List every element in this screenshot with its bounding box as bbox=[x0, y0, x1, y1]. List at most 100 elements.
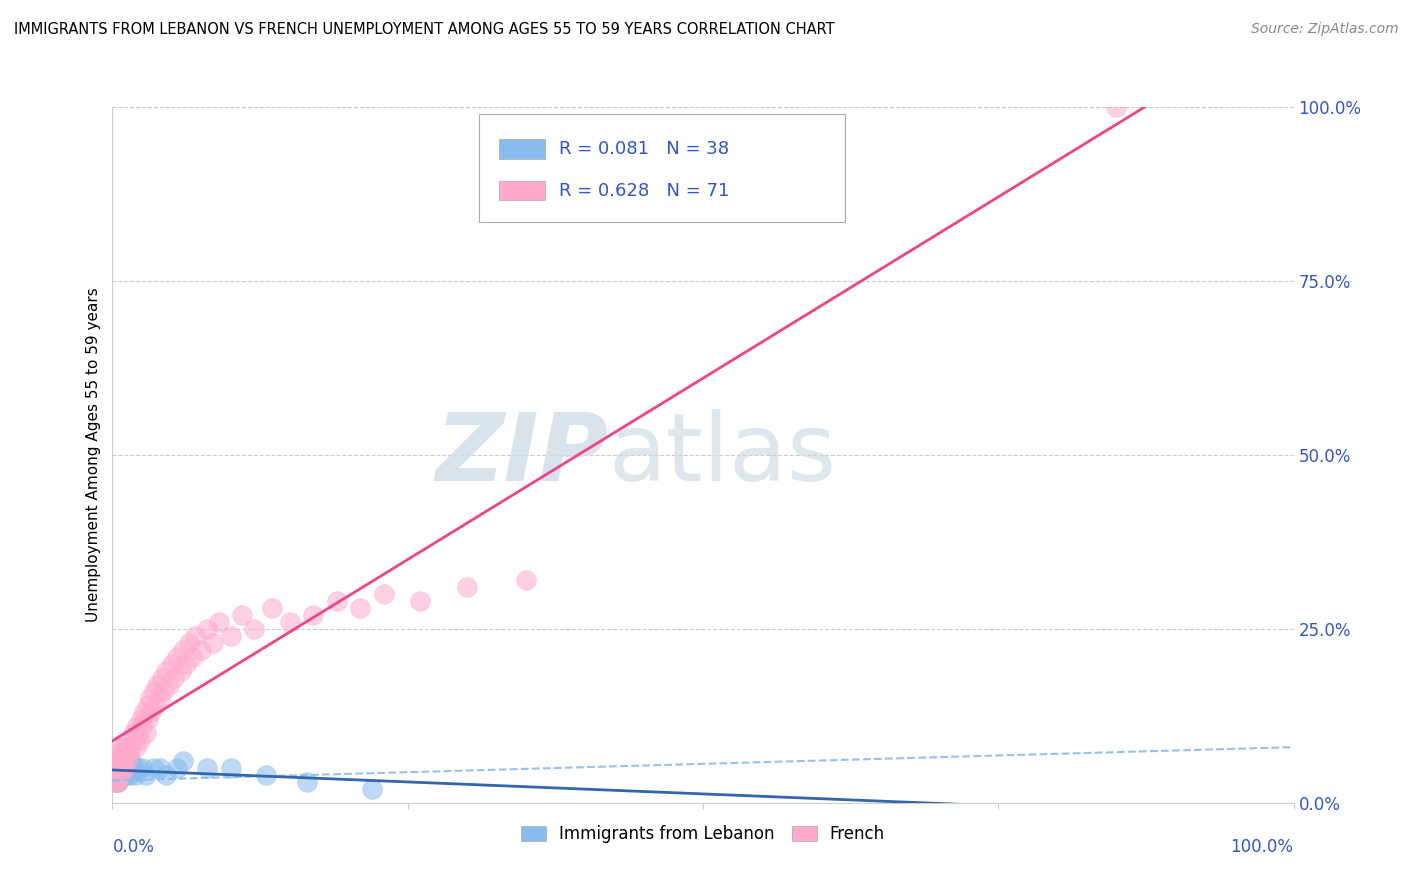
Point bbox=[111, 761, 134, 775]
Text: ZIP: ZIP bbox=[436, 409, 609, 501]
Point bbox=[120, 754, 142, 768]
Point bbox=[219, 761, 242, 775]
Point bbox=[260, 601, 283, 615]
Point bbox=[361, 781, 384, 796]
Point bbox=[105, 761, 128, 775]
Point bbox=[107, 768, 129, 782]
Point bbox=[254, 768, 277, 782]
Point bbox=[1105, 100, 1128, 114]
Point bbox=[114, 747, 136, 761]
Point bbox=[115, 754, 138, 768]
Point bbox=[118, 747, 141, 761]
Point bbox=[111, 754, 134, 768]
Point bbox=[139, 691, 162, 706]
Point bbox=[326, 594, 349, 608]
Point bbox=[195, 622, 218, 636]
Point bbox=[349, 601, 371, 615]
Point bbox=[243, 622, 266, 636]
Point bbox=[142, 684, 165, 698]
Point bbox=[125, 740, 148, 755]
Point bbox=[373, 587, 395, 601]
Text: 100.0%: 100.0% bbox=[1230, 838, 1294, 855]
Bar bbox=[499, 139, 546, 159]
Point bbox=[112, 754, 135, 768]
Legend: Immigrants from Lebanon, French: Immigrants from Lebanon, French bbox=[515, 819, 891, 850]
Point bbox=[129, 712, 152, 726]
Point bbox=[201, 636, 224, 650]
Point bbox=[297, 775, 319, 789]
Point bbox=[127, 719, 149, 733]
Text: 0.0%: 0.0% bbox=[112, 838, 155, 855]
Point bbox=[515, 573, 537, 587]
Point bbox=[142, 761, 165, 775]
Point bbox=[112, 768, 135, 782]
Point bbox=[107, 754, 129, 768]
Point bbox=[105, 775, 128, 789]
Point bbox=[172, 642, 194, 657]
Point bbox=[105, 775, 128, 789]
Point bbox=[172, 754, 194, 768]
Point bbox=[456, 580, 478, 594]
Point bbox=[155, 664, 177, 678]
Point bbox=[131, 719, 153, 733]
Y-axis label: Unemployment Among Ages 55 to 59 years: Unemployment Among Ages 55 to 59 years bbox=[86, 287, 101, 623]
Point bbox=[104, 761, 127, 775]
Point bbox=[108, 754, 131, 768]
Point bbox=[136, 698, 159, 713]
Text: atlas: atlas bbox=[609, 409, 837, 501]
Point bbox=[121, 726, 143, 740]
Point bbox=[141, 706, 163, 720]
Point bbox=[108, 761, 131, 775]
Point bbox=[112, 761, 135, 775]
Point bbox=[302, 607, 325, 622]
Point bbox=[120, 733, 142, 747]
Point bbox=[179, 636, 201, 650]
Point bbox=[111, 768, 134, 782]
Point bbox=[105, 747, 128, 761]
Point bbox=[136, 712, 159, 726]
Point bbox=[105, 768, 128, 782]
Point bbox=[155, 768, 177, 782]
Point bbox=[105, 775, 128, 789]
Point bbox=[110, 761, 132, 775]
Point bbox=[110, 747, 132, 761]
Point bbox=[108, 768, 131, 782]
Point bbox=[146, 677, 169, 691]
Point bbox=[115, 768, 138, 782]
Text: R = 0.081   N = 38: R = 0.081 N = 38 bbox=[560, 140, 730, 158]
Point bbox=[112, 754, 135, 768]
Point bbox=[134, 706, 156, 720]
Point bbox=[105, 754, 128, 768]
Point bbox=[152, 684, 174, 698]
Point bbox=[143, 698, 166, 713]
Point bbox=[190, 642, 212, 657]
Point bbox=[122, 733, 145, 747]
Point bbox=[103, 775, 125, 789]
Point bbox=[125, 768, 148, 782]
Point bbox=[195, 761, 218, 775]
Point bbox=[112, 761, 135, 775]
FancyBboxPatch shape bbox=[478, 114, 845, 222]
Point bbox=[131, 761, 153, 775]
Point bbox=[111, 740, 134, 755]
Point bbox=[135, 726, 157, 740]
Point bbox=[122, 761, 145, 775]
Text: IMMIGRANTS FROM LEBANON VS FRENCH UNEMPLOYMENT AMONG AGES 55 TO 59 YEARS CORRELA: IMMIGRANTS FROM LEBANON VS FRENCH UNEMPL… bbox=[14, 22, 835, 37]
Point bbox=[103, 775, 125, 789]
Point bbox=[184, 629, 207, 643]
Point bbox=[112, 740, 135, 755]
Point bbox=[117, 740, 139, 755]
Point bbox=[181, 649, 204, 664]
Point bbox=[105, 754, 128, 768]
Point bbox=[114, 761, 136, 775]
Point bbox=[107, 775, 129, 789]
Point bbox=[105, 768, 128, 782]
Point bbox=[104, 768, 127, 782]
Text: Source: ZipAtlas.com: Source: ZipAtlas.com bbox=[1251, 22, 1399, 37]
Point bbox=[219, 629, 242, 643]
Point bbox=[231, 607, 253, 622]
Point bbox=[174, 657, 197, 671]
Point bbox=[149, 761, 172, 775]
Text: R = 0.628   N = 71: R = 0.628 N = 71 bbox=[560, 182, 730, 200]
Point bbox=[110, 768, 132, 782]
